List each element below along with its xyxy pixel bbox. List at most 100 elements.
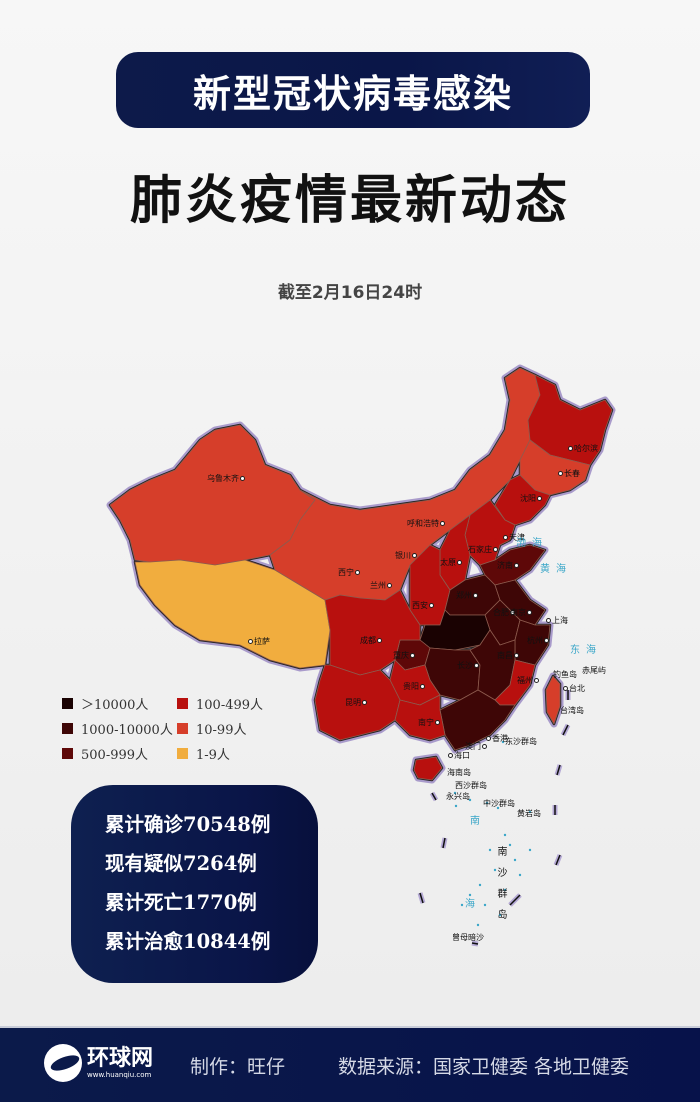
city-dot-icon	[527, 610, 532, 615]
city-label: 南昌	[497, 651, 520, 661]
city-label: 银川	[395, 551, 418, 561]
legend-label: 1-9人	[196, 748, 230, 763]
island-dot	[493, 868, 497, 872]
island-dot	[503, 888, 507, 892]
island-label: 西沙群岛	[455, 781, 487, 790]
dash-line	[442, 837, 446, 849]
city-dot-icon	[514, 653, 519, 658]
legend-item: 1-9人	[177, 744, 277, 763]
city-name: 海口	[454, 751, 470, 760]
province-region	[413, 756, 443, 781]
title-banner: 新型冠状病毒感染	[116, 52, 590, 128]
city-label: 昆明	[345, 698, 368, 708]
city-label: 南宁	[418, 718, 441, 728]
stat-suspected: 现有疑似7264例	[105, 852, 257, 875]
stats-box: 累计确诊70548例 现有疑似7264例 累计死亡1770例 累计治愈10844…	[71, 785, 318, 983]
data-source: 数据来源：国家卫健委 各地卫健委	[338, 1056, 630, 1078]
city-name: 石家庄	[468, 545, 492, 554]
city-label: 海口	[447, 751, 470, 761]
city-dot-icon	[387, 583, 392, 588]
island-dot	[518, 873, 522, 877]
footer: 环球网 www.huanqiu.com 制作：旺仔 数据来源：国家卫健委 各地卫健…	[0, 1026, 700, 1102]
dash-line	[562, 724, 569, 736]
city-label: 香港	[485, 734, 508, 744]
island-dot	[528, 810, 532, 814]
city-name: 澳门	[465, 742, 481, 751]
province-region	[527, 374, 613, 466]
city-name: 南京	[510, 608, 526, 617]
logo-text: 环球网	[87, 1045, 154, 1071]
city-name: 上海	[552, 616, 568, 625]
city-name: 合肥	[493, 608, 509, 617]
city-label: 兰州	[370, 581, 393, 591]
city-name: 兰州	[370, 581, 386, 590]
dash-line	[556, 764, 561, 776]
city-label: 重庆	[393, 651, 416, 661]
island-label: 东沙群岛	[505, 737, 537, 746]
city-name: 成都	[360, 636, 376, 645]
island-dot	[476, 923, 480, 927]
city-name: 乌鲁木齐	[207, 474, 239, 483]
island-dot	[485, 801, 489, 805]
island-dot	[498, 913, 502, 917]
city-name: 郑州	[456, 591, 472, 600]
city-label: 南京	[510, 608, 533, 618]
island-dot	[468, 798, 472, 802]
city-dot-icon	[482, 744, 487, 749]
city-name: 贵阳	[403, 682, 419, 691]
huanqiu-logo: 环球网 www.huanqiu.com	[44, 1044, 153, 1082]
city-dot-icon	[240, 476, 245, 481]
legend-swatch	[62, 723, 73, 734]
sea-label: 黄海	[540, 564, 572, 575]
city-name: 天津	[509, 533, 525, 542]
dash-line	[509, 894, 521, 906]
island-dot	[453, 791, 457, 795]
city-label: 天津	[502, 533, 525, 543]
city-dot-icon	[377, 638, 382, 643]
city-name: 昆明	[345, 698, 361, 707]
legend-swatch	[177, 748, 188, 759]
city-dot-icon	[473, 593, 478, 598]
legend-label: 100-499人	[196, 698, 264, 713]
city-label: 哈尔滨	[567, 444, 598, 454]
island-label: 黄岩岛	[517, 809, 541, 818]
province-region	[519, 439, 591, 496]
city-dot-icon	[493, 547, 498, 552]
city-label: 太原	[440, 558, 463, 568]
stat-confirmed: 累计确诊70548例	[105, 813, 271, 836]
city-label: 西安	[412, 601, 435, 611]
city-dot-icon	[412, 553, 417, 558]
sea-label: 南	[470, 816, 486, 827]
island-dot	[508, 843, 512, 847]
island-label: 海南岛	[447, 768, 471, 777]
city-dot-icon	[503, 535, 508, 540]
stat-deaths: 累计死亡1770例	[105, 891, 257, 914]
province-region	[439, 689, 516, 751]
city-dot-icon	[534, 678, 539, 683]
city-name: 南昌	[497, 651, 513, 660]
city-dot-icon	[448, 753, 453, 758]
city-name: 台北	[569, 684, 585, 693]
city-dot-icon	[457, 560, 462, 565]
sea-label: 东海	[570, 645, 602, 656]
island-dot	[468, 893, 472, 897]
city-dot-icon	[248, 639, 253, 644]
city-name: 银川	[395, 551, 411, 560]
island-label: 赤尾屿	[582, 666, 606, 675]
island-label: 台湾岛	[560, 706, 584, 715]
city-dot-icon	[568, 446, 573, 451]
city-label: 呼和浩特	[407, 519, 446, 529]
island-label: 永兴岛	[446, 792, 470, 801]
date: 截至2月16日24时	[277, 283, 423, 303]
city-label: 石家庄	[468, 545, 499, 555]
city-name: 哈尔滨	[574, 444, 598, 453]
city-label: 济南	[497, 561, 520, 571]
city-label: 郑州	[456, 591, 479, 601]
legend-swatch	[62, 748, 73, 759]
island-dot	[483, 903, 487, 907]
city-label: 杭州	[527, 636, 550, 646]
title: 新型冠状病毒感染	[192, 71, 513, 116]
city-dot-icon	[362, 700, 367, 705]
legend: ＞10000人 100-499人 1000-10000人 10-99人 500-…	[62, 694, 277, 763]
